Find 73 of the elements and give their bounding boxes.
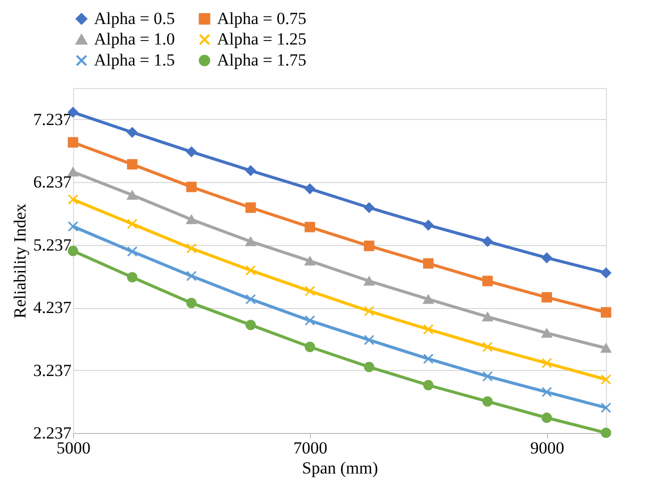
point <box>423 294 434 304</box>
legend-label: Alpha = 1.0 <box>94 30 175 48</box>
y-tick-label: 3.237 <box>33 360 72 380</box>
point <box>482 312 493 322</box>
point <box>542 252 552 264</box>
point <box>304 256 316 266</box>
point <box>600 402 612 413</box>
point <box>600 268 612 278</box>
point <box>482 342 493 352</box>
point <box>304 222 316 232</box>
point <box>542 328 552 338</box>
point <box>423 258 434 269</box>
point <box>304 342 316 352</box>
point <box>423 324 434 335</box>
point <box>423 354 434 364</box>
point <box>127 190 138 200</box>
point <box>245 236 256 246</box>
point <box>600 307 612 318</box>
point <box>186 182 197 192</box>
point <box>364 276 374 286</box>
x-tick-label: 7000 <box>293 438 328 458</box>
point <box>423 380 434 390</box>
point <box>245 202 256 213</box>
point <box>364 334 374 346</box>
point <box>482 396 493 407</box>
point <box>245 320 256 330</box>
y-tick-label: 5.237 <box>33 235 72 254</box>
legend-label: Alpha = 1.5 <box>94 50 175 70</box>
point <box>364 306 374 316</box>
point <box>245 265 256 276</box>
legend-label: Alpha = 0.5 <box>94 8 175 28</box>
point <box>127 218 138 230</box>
y-tick-label: 4.237 <box>33 298 72 318</box>
x-tick-label: 9000 <box>530 438 564 458</box>
point <box>600 428 612 438</box>
point <box>127 272 138 282</box>
point <box>186 214 197 224</box>
y-tick-label: 7.237 <box>33 110 72 129</box>
point <box>482 276 493 286</box>
point <box>68 137 78 148</box>
point <box>186 298 197 308</box>
point <box>245 294 256 304</box>
point <box>364 240 374 252</box>
point <box>186 146 197 158</box>
point <box>364 362 374 372</box>
point <box>542 412 552 423</box>
point <box>482 371 493 382</box>
point <box>186 270 197 282</box>
point <box>127 159 138 170</box>
legend-label: Alpha = 1.25 <box>217 30 306 48</box>
point <box>304 286 316 296</box>
x-axis-title: Span (mm) <box>302 458 378 478</box>
legend-label: Alpha = 1.75 <box>217 50 306 70</box>
y-tick-label: 6.237 <box>33 172 72 192</box>
point <box>542 386 552 398</box>
point <box>68 221 78 232</box>
point <box>423 220 434 230</box>
point <box>542 358 552 368</box>
y-axis-title: Reliability Index <box>10 203 30 318</box>
point <box>482 236 493 247</box>
point <box>600 374 612 385</box>
point <box>127 246 138 257</box>
legend-label: Alpha = 0.75 <box>217 8 306 28</box>
point <box>68 167 78 176</box>
point <box>600 344 612 353</box>
point <box>364 202 374 213</box>
point <box>186 243 197 254</box>
point <box>542 292 552 303</box>
point <box>304 184 316 194</box>
point <box>245 165 256 176</box>
point <box>68 194 78 205</box>
point <box>127 127 138 138</box>
point <box>304 315 316 326</box>
